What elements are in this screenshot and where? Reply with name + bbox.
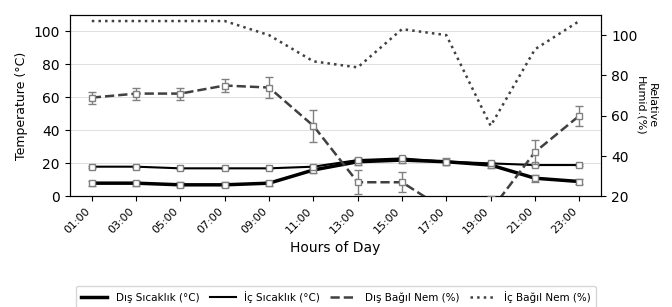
Legend: Dış Sıcaklık (°C), İç Sıcaklık (°C), Dış Bağıl Nem (%), İç Bağıl Nem (%): Dış Sıcaklık (°C), İç Sıcaklık (°C), Dış… [76,286,596,307]
İç Bağıl Nem (%) [575,19,583,23]
İç Bağıl Nem (%) [353,66,362,69]
İç Bağıl Nem (%) [442,33,450,37]
İç Bağıl Nem (%) [309,60,317,63]
Y-axis label: Temperature (°C): Temperature (°C) [15,52,28,160]
İç Bağıl Nem (%) [177,19,185,23]
Y-axis label: Relative
Humid.(%): Relative Humid.(%) [636,76,657,135]
İç Bağıl Nem (%) [487,124,495,128]
İç Bağıl Nem (%) [265,33,273,37]
İç Bağıl Nem (%) [531,47,539,51]
İç Bağıl Nem (%) [220,19,228,23]
İç Bağıl Nem (%) [398,27,406,31]
İç Bağıl Nem (%) [132,19,140,23]
İç Bağıl Nem (%) [88,19,96,23]
X-axis label: Hours of Day: Hours of Day [290,241,381,255]
Line: İç Bağıl Nem (%): İç Bağıl Nem (%) [92,21,579,126]
